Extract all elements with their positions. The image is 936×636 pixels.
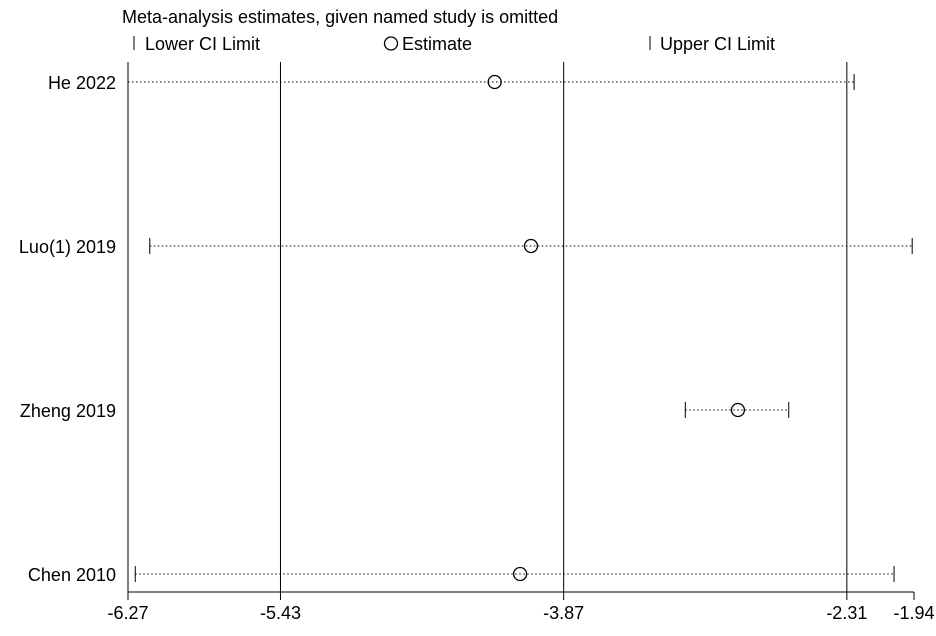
- study-row-1: Luo(1) 2019: [19, 237, 913, 257]
- legend-upper-label: Upper CI Limit: [660, 34, 775, 54]
- x-axis: -6.27 -5.43 -3.87 -2.31 -1.94: [107, 591, 935, 623]
- estimate-point: [487, 74, 502, 90]
- legend: Lower CI Limit Estimate Upper CI Limit: [133, 34, 775, 54]
- study-row-2: Zheng 2019: [20, 401, 790, 421]
- x-tick-label-2: -3.87: [543, 603, 584, 623]
- reference-lines: [127, 62, 848, 592]
- study-row-0: He 2022: [48, 73, 855, 93]
- study-row-3: Chen 2010: [28, 565, 895, 585]
- legend-estimate-label: Estimate: [402, 34, 472, 54]
- chart-title: Meta-analysis estimates, given named stu…: [122, 7, 558, 27]
- legend-lower-label: Lower CI Limit: [145, 34, 260, 54]
- estimate-point: [523, 238, 539, 254]
- x-tick-label-1: -5.43: [260, 603, 301, 623]
- legend-estimate-circle: [383, 36, 399, 51]
- study-rows: He 2022 Luo(1) 2019 Zheng 2019 Chen 2010: [19, 73, 913, 585]
- estimate-point: [512, 566, 528, 582]
- x-tick-label-0: -6.27: [107, 603, 148, 623]
- study-label: Luo(1) 2019: [19, 237, 116, 257]
- study-label: Chen 2010: [28, 565, 116, 585]
- study-label: Zheng 2019: [20, 401, 116, 421]
- x-tick-label-4: -1.94: [893, 603, 934, 623]
- x-tick-label-3: -2.31: [826, 603, 867, 623]
- estimate-point: [730, 402, 746, 418]
- study-label: He 2022: [48, 73, 116, 93]
